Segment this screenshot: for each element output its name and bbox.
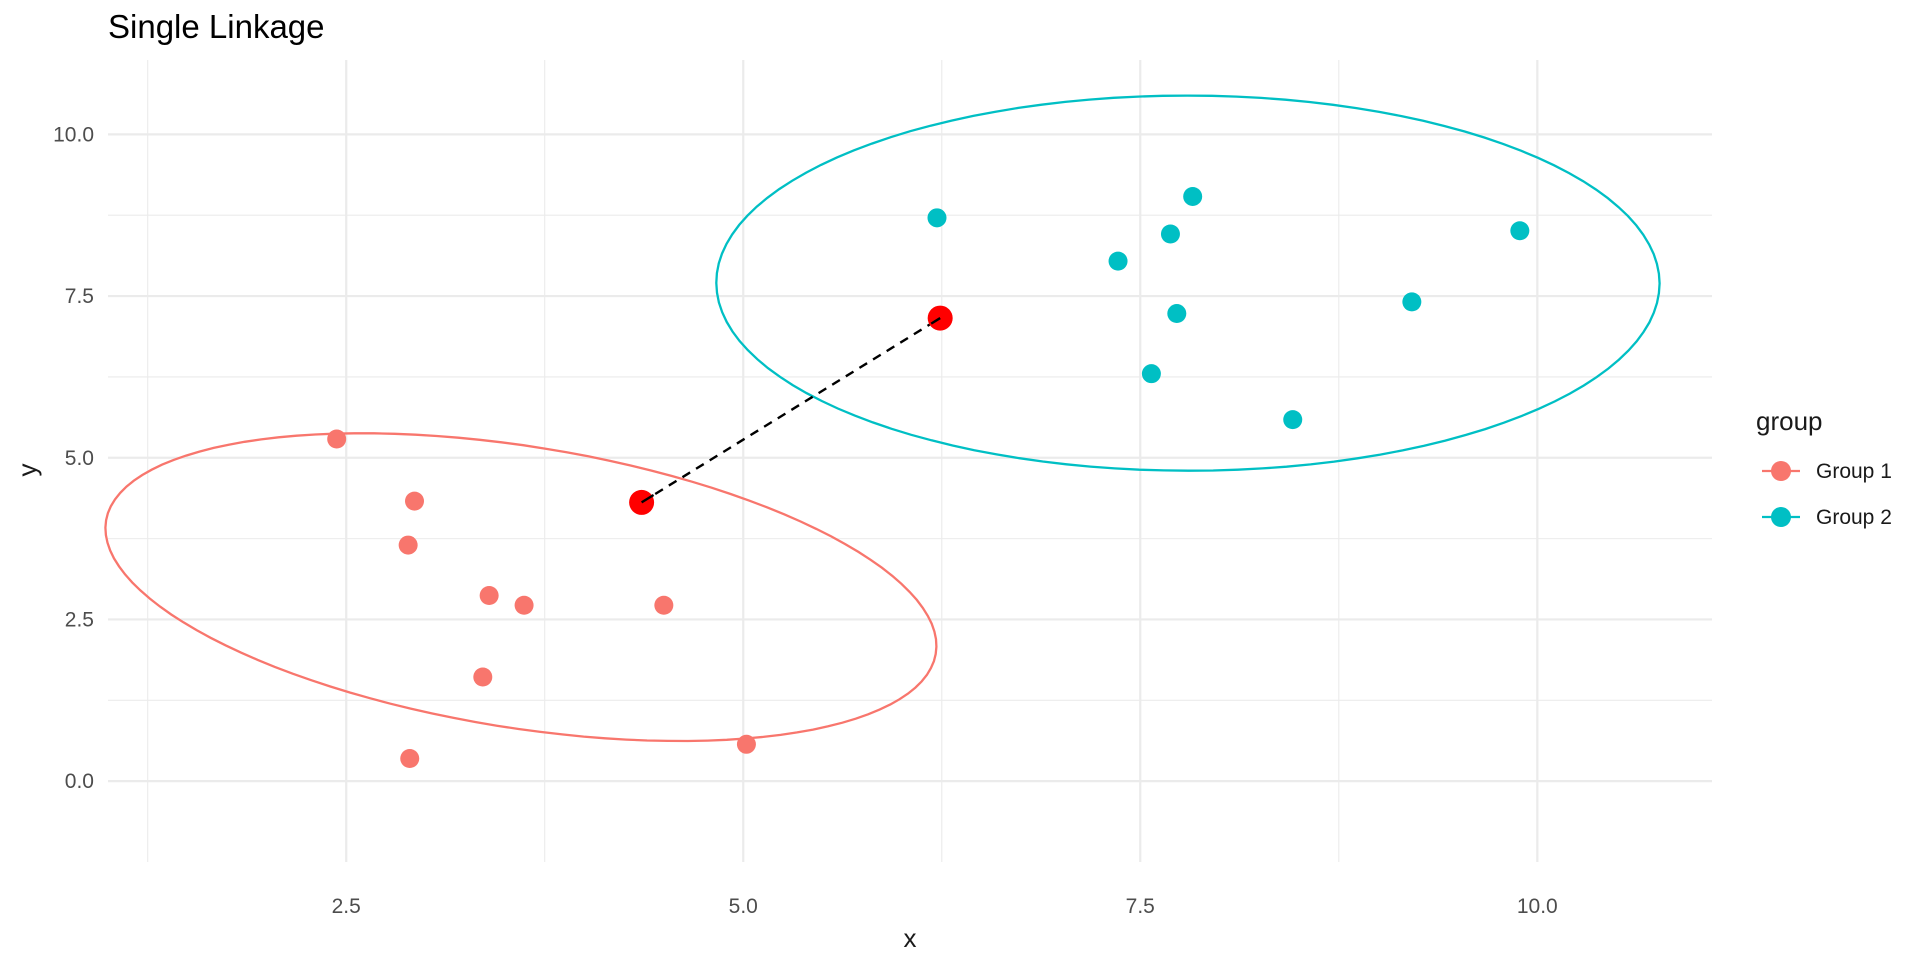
legend-item: Group 2 xyxy=(1762,506,1892,529)
x-tick-label: 7.5 xyxy=(1126,895,1155,918)
chart-title: Single Linkage xyxy=(108,8,325,45)
legend-items: Group 1 Group 2 xyxy=(1762,460,1892,529)
x-axis-ticks: 2.5 5.0 7.5 10.0 xyxy=(332,895,1558,918)
legend-point-key xyxy=(1771,461,1791,481)
legend-label: Group 1 xyxy=(1816,460,1892,483)
legend: group Group 1 Group 2 xyxy=(1756,406,1892,529)
legend-item: Group 1 xyxy=(1762,460,1892,483)
data-point xyxy=(927,208,947,228)
data-point xyxy=(1283,410,1303,430)
confidence-ellipse xyxy=(715,94,1661,472)
link-endpoint-tick xyxy=(930,317,941,325)
data-point xyxy=(327,429,347,449)
legend-title: group xyxy=(1756,406,1823,436)
data-point xyxy=(654,595,674,615)
data-point xyxy=(405,491,425,511)
single-linkage-line xyxy=(640,317,941,504)
y-axis-title: y xyxy=(12,464,42,477)
grid xyxy=(108,60,1712,862)
legend-point-key xyxy=(1771,507,1791,527)
y-tick-label: 2.5 xyxy=(65,608,94,631)
data-point xyxy=(398,535,418,555)
x-tick-label: 2.5 xyxy=(332,895,361,918)
data-point xyxy=(1183,186,1203,206)
link-endpoint-tick xyxy=(640,493,655,504)
data-point xyxy=(736,734,756,754)
data-point xyxy=(1402,292,1422,312)
data-point xyxy=(400,749,420,769)
data-point xyxy=(473,667,493,687)
linkage-lines xyxy=(640,317,941,504)
ellipses xyxy=(104,94,1661,743)
x-axis-title: x xyxy=(904,923,917,953)
legend-label: Group 2 xyxy=(1816,506,1892,529)
data-point xyxy=(1167,304,1187,324)
data-point xyxy=(514,595,534,615)
data-points xyxy=(327,186,1530,769)
data-point xyxy=(1160,224,1180,244)
data-point xyxy=(479,586,499,606)
y-tick-label: 10.0 xyxy=(53,123,94,146)
y-tick-label: 5.0 xyxy=(65,447,94,470)
x-tick-label: 10.0 xyxy=(1517,895,1558,918)
y-tick-label: 0.0 xyxy=(65,770,94,793)
highlight-points xyxy=(629,305,953,515)
data-point xyxy=(1510,221,1530,241)
y-axis-ticks: 0.0 2.5 5.0 7.5 10.0 xyxy=(53,123,94,793)
x-tick-label: 5.0 xyxy=(729,895,758,918)
data-point xyxy=(1141,364,1161,384)
y-tick-label: 7.5 xyxy=(65,285,94,308)
confidence-ellipse xyxy=(104,432,938,743)
data-point xyxy=(1108,251,1128,271)
